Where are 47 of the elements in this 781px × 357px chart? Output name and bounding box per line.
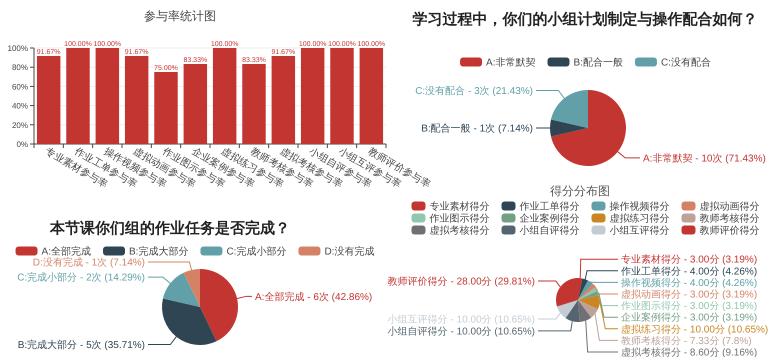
legend-label: 教师评价得分 bbox=[700, 224, 760, 236]
chart-title: 学习过程中，你们的小组计划制定与操作配合如何？ bbox=[412, 10, 758, 28]
legend-label: 虚拟动画得分 bbox=[700, 200, 760, 212]
legend-label: B:配合一般 bbox=[574, 56, 623, 68]
legend-label: 操作视频得分 bbox=[610, 200, 670, 212]
data-label: 企业案例得分 - 3.00分 (3.19%) bbox=[621, 312, 758, 324]
y-tick-label: 40% bbox=[12, 102, 28, 111]
legend-label: 虚拟练习得分 bbox=[610, 212, 670, 224]
legend-label: A:全部完成 bbox=[42, 246, 91, 258]
data-label: D:没有完成 - 1次 (7.14%) bbox=[32, 256, 145, 268]
data-label: C:没有配合 - 3次 (21.43%) bbox=[415, 84, 533, 97]
data-label: 小组互评得分 - 10.00分 (10.65%) bbox=[388, 314, 535, 326]
legend-label: D:没有完成 bbox=[324, 246, 374, 258]
legend-label: 专业素材得分 bbox=[430, 200, 490, 212]
y-tick-label: 0% bbox=[16, 140, 28, 149]
legend-label: 虚拟考核得分 bbox=[430, 224, 490, 236]
data-label: A:非常默契 - 10次 (71.43%) bbox=[643, 152, 766, 164]
data-label: B:配合一般 - 1次 (7.14%) bbox=[421, 122, 533, 134]
data-label: 作业工单得分 - 4.00分 (4.26%) bbox=[620, 265, 758, 278]
y-tick-label: 20% bbox=[12, 120, 28, 130]
y-tick-label: 80% bbox=[12, 63, 28, 72]
legend-label: C:没有配合 bbox=[660, 56, 711, 68]
data-label: 操作视频得分 - 4.00分 (4.26%) bbox=[621, 276, 758, 289]
legend-label: 教师考核得分 bbox=[700, 212, 760, 224]
data-label: 小组自评得分 - 10.00分 (10.65%) bbox=[388, 325, 535, 338]
legend-label: 作业工单得分 bbox=[518, 200, 580, 212]
legend-label: 企业案例得分 bbox=[520, 212, 580, 224]
data-label: C:完成小部分 - 2次 (14.29%) bbox=[17, 272, 145, 284]
legend-label: 作业图示得分 bbox=[428, 212, 490, 224]
legend-label: 小组自评得分 bbox=[520, 224, 580, 236]
data-label: 教师考核得分 - 7.33分 (7.8%) bbox=[621, 334, 752, 347]
data-label: 专业素材得分 - 3.00分 (3.19%) bbox=[621, 254, 758, 266]
legend-label: A:非常默契 bbox=[486, 56, 536, 68]
legend-label: C:完成小部分 bbox=[226, 246, 286, 258]
y-tick-label: 60% bbox=[12, 82, 28, 92]
chart-title: 本节课你们组的作业任务是否完成？ bbox=[49, 219, 290, 237]
y-tick-label: 100% bbox=[8, 44, 28, 53]
data-label: 虚拟动画得分 - 3.00分 (3.19%) bbox=[621, 288, 758, 300]
data-label: 作业图示得分 - 3.00分 (3.19%) bbox=[620, 300, 758, 312]
legend-label: B:完成大部分 bbox=[129, 246, 188, 258]
chart-title: 得分分布图 bbox=[550, 184, 610, 198]
legend-label: 小组互评得分 bbox=[610, 224, 670, 236]
data-label: 教师评价得分 - 28.00分 (29.81%) bbox=[388, 276, 535, 288]
data-label: 虚拟练习得分 - 10.00分 (10.65%) bbox=[621, 323, 768, 336]
chart-title: 参与率统计图 bbox=[144, 9, 216, 23]
data-label: A:全部完成 - 6次 (42.86%) bbox=[255, 290, 372, 303]
data-label: B:完成大部分 - 5次 (35.71%) bbox=[18, 339, 145, 352]
